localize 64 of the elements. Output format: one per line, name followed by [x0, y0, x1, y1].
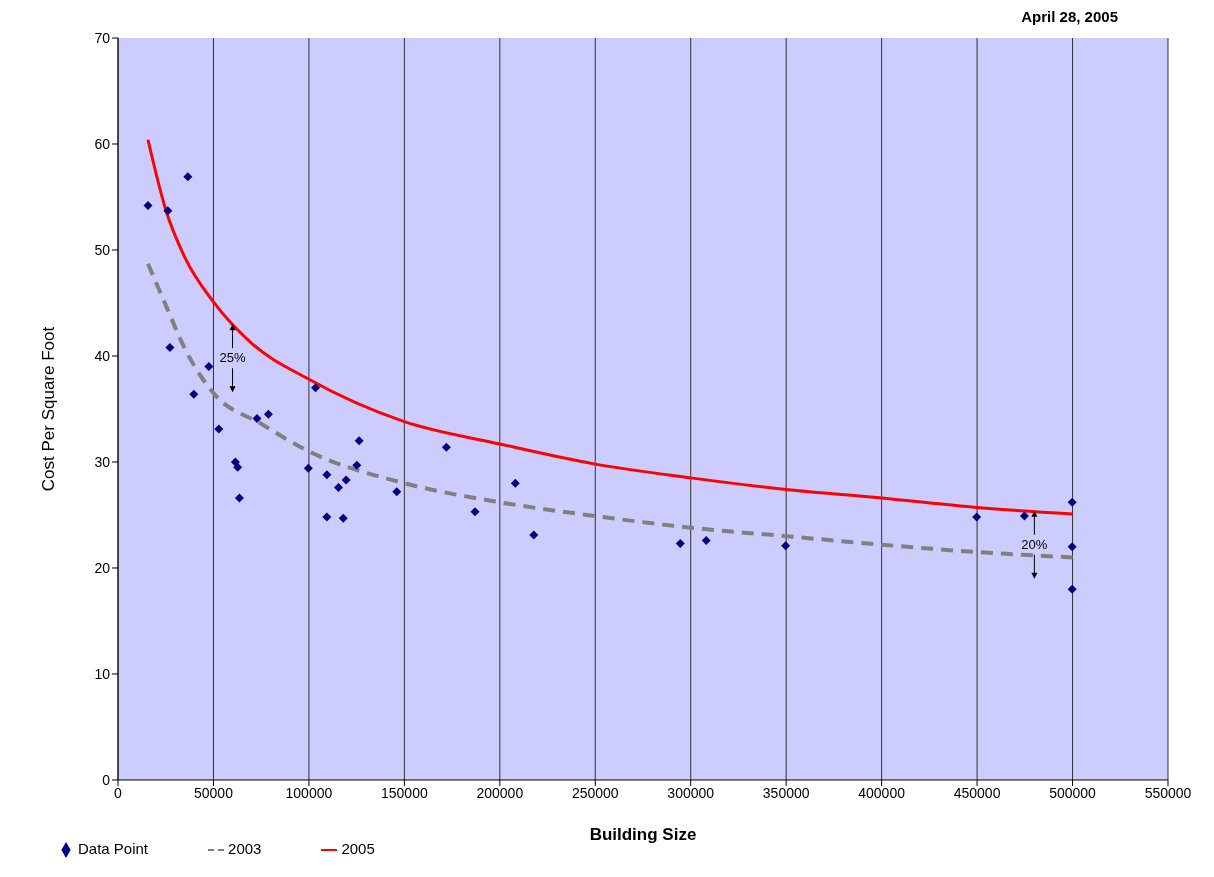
point	[529, 530, 539, 540]
x-tick-label: 500000	[1049, 784, 1097, 801]
point	[441, 442, 451, 452]
point	[234, 493, 244, 503]
point	[189, 389, 199, 399]
point	[675, 539, 685, 549]
point	[252, 414, 262, 424]
y-tick-label: 60	[94, 135, 111, 152]
point	[352, 460, 362, 470]
point	[143, 200, 153, 210]
x-tick-label: 100000	[285, 784, 333, 801]
line-series	[145, 261, 1075, 560]
point	[163, 206, 173, 216]
point	[1019, 511, 1029, 521]
point	[303, 463, 313, 473]
point	[322, 470, 332, 480]
x-tick-label: 300000	[667, 784, 715, 801]
point	[338, 513, 348, 523]
point	[214, 424, 224, 434]
point	[263, 409, 273, 419]
legend-label: Data Point	[78, 839, 149, 857]
x-tick-label: 250000	[571, 784, 619, 801]
point	[204, 362, 214, 372]
y-tick-label: 20	[94, 559, 111, 576]
point	[334, 482, 343, 492]
point	[972, 512, 982, 522]
y-tick-label: 50	[94, 241, 111, 258]
x-axis-title: Building Size	[589, 824, 697, 844]
point	[183, 172, 193, 182]
y-tick-label: 40	[94, 347, 111, 364]
point	[165, 343, 175, 353]
y-axis-title: Cost Per Square Foot	[39, 326, 59, 492]
point	[510, 478, 520, 488]
point	[1067, 497, 1077, 507]
annotation: 25%	[219, 350, 246, 366]
line-series	[146, 138, 1075, 516]
point	[341, 475, 351, 485]
point	[1067, 542, 1077, 552]
point	[233, 462, 243, 472]
x-tick-label: 550000	[1144, 784, 1192, 801]
x-tick-label: 400000	[858, 784, 906, 801]
point	[311, 383, 321, 393]
point	[392, 487, 402, 497]
y-tick-label: 10	[94, 665, 111, 682]
x-tick-label: 450000	[953, 784, 1001, 801]
legend-label: 2005	[341, 839, 375, 857]
point	[230, 457, 240, 467]
point	[322, 512, 332, 522]
chart-title: April 28, 2005	[1020, 8, 1119, 27]
y-tick-label: 30	[94, 453, 111, 470]
point	[354, 436, 364, 446]
point	[701, 535, 711, 545]
x-tick-label: 0	[114, 784, 123, 801]
point	[781, 541, 791, 551]
x-tick-label: 350000	[762, 784, 810, 801]
point	[470, 507, 480, 517]
y-tick-label: 0	[102, 771, 111, 788]
x-tick-label: 150000	[381, 784, 428, 801]
annotation: 20%	[1021, 536, 1048, 552]
point	[1067, 584, 1077, 594]
y-tick-label: 70	[94, 29, 111, 46]
x-tick-label: 200000	[476, 784, 524, 801]
x-tick-label: 50000	[193, 784, 234, 801]
legend-label: 2003	[228, 839, 262, 857]
